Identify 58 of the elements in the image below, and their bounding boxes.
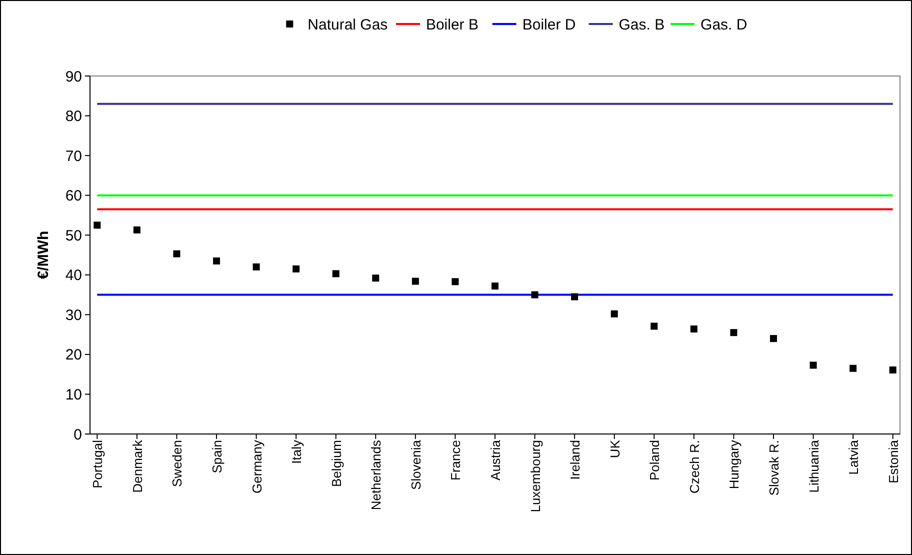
x-tick-label: Estonia — [886, 439, 901, 484]
y-axis-title: €/MWh — [35, 230, 52, 280]
point — [292, 265, 300, 272]
x-tick-label: Hungary — [726, 440, 742, 490]
x-tick-label: Belgium — [328, 440, 344, 487]
point — [492, 282, 498, 290]
x-tick-label: Lithuania — [806, 439, 822, 493]
x-tick-label: Czech R. — [686, 440, 702, 494]
x-tick-label: Luxembourg — [528, 440, 543, 512]
y-tick-label: 50 — [65, 227, 82, 244]
point — [332, 270, 340, 278]
y-tick-label: 10 — [65, 386, 82, 404]
point — [850, 364, 857, 372]
point — [770, 335, 777, 342]
legend-label: Gas. D — [700, 16, 748, 34]
y-tick-label: 0 — [74, 426, 82, 444]
x-tick-label: Portugal — [90, 440, 106, 488]
legend-label: Boiler B — [426, 16, 478, 34]
x-tick-label: UK — [607, 440, 622, 458]
point — [372, 274, 380, 282]
x-tick-label: France — [448, 440, 464, 480]
x-tick-label: Italy — [289, 440, 304, 464]
x-tick-label: Denmark — [130, 440, 145, 493]
point — [810, 362, 817, 369]
point — [213, 257, 220, 264]
x-tick-label: Slovak R. — [766, 440, 782, 496]
x-tick-label: Latvia — [846, 439, 862, 475]
x-tick-label: Sweden — [170, 440, 185, 487]
x-tick-label: Poland — [647, 440, 662, 480]
y-tick-label: 20 — [65, 346, 82, 364]
y-tick-label: 70 — [65, 148, 82, 165]
legend-label: Boiler D — [522, 16, 576, 34]
x-tick-label: Germany — [249, 440, 264, 494]
legend-label: Natural Gas — [308, 16, 388, 34]
x-tick-label: Netherlands — [368, 440, 384, 510]
y-tick-label: 60 — [65, 188, 82, 205]
x-tick-label: Austria — [488, 439, 503, 480]
x-tick-label: Spain — [210, 440, 225, 474]
point — [610, 310, 618, 318]
y-tick-label: 40 — [65, 267, 82, 284]
point — [889, 366, 896, 374]
point — [94, 222, 101, 229]
point — [252, 263, 260, 270]
point — [412, 278, 419, 285]
point — [650, 322, 658, 330]
point — [730, 329, 738, 336]
point — [133, 226, 140, 234]
point — [531, 291, 538, 298]
point — [173, 250, 180, 258]
y-tick-label: 80 — [65, 108, 82, 126]
point — [690, 325, 698, 332]
y-tick-label: 30 — [65, 306, 82, 324]
x-tick-label: Slovenia — [408, 439, 424, 490]
point — [571, 293, 578, 300]
x-tick-label: Ireland — [568, 440, 583, 480]
point — [452, 278, 459, 286]
y-tick-label: 90 — [65, 68, 82, 86]
legend-label: Gas. B — [618, 16, 665, 34]
